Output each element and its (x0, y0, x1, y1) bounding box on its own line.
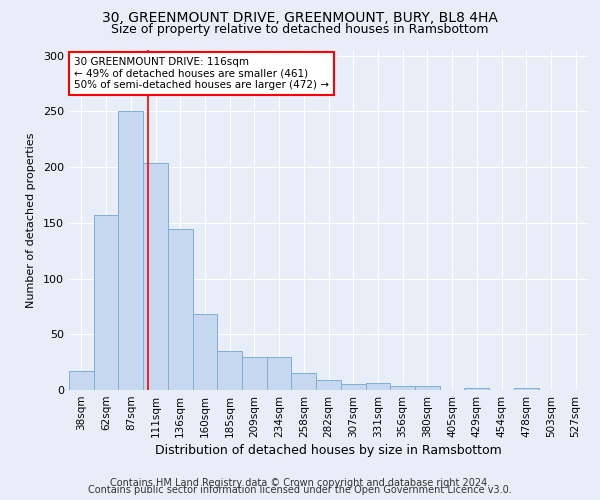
Bar (341, 384, 365, 390)
Bar (143, 162, 168, 390)
Text: Size of property relative to detached houses in Ramsbottom: Size of property relative to detached ho… (111, 22, 489, 36)
Text: Contains HM Land Registry data © Crown copyright and database right 2024.: Contains HM Land Registry data © Crown c… (110, 478, 490, 488)
Bar (242, 356, 267, 390)
Bar (69, 371, 94, 390)
Bar (217, 351, 242, 390)
X-axis label: Distribution of detached houses by size in Ramsbottom: Distribution of detached houses by size … (155, 444, 502, 457)
Bar (514, 388, 539, 390)
Bar (390, 386, 415, 390)
Bar (365, 384, 390, 390)
Text: 30 GREENMOUNT DRIVE: 116sqm
← 49% of detached houses are smaller (461)
50% of se: 30 GREENMOUNT DRIVE: 116sqm ← 49% of det… (74, 57, 329, 90)
Bar (292, 374, 316, 390)
Bar (415, 386, 440, 390)
Y-axis label: Number of detached properties: Number of detached properties (26, 132, 36, 308)
Bar (94, 215, 118, 390)
Bar (267, 356, 292, 390)
Bar (193, 314, 217, 390)
Text: 30, GREENMOUNT DRIVE, GREENMOUNT, BURY, BL8 4HA: 30, GREENMOUNT DRIVE, GREENMOUNT, BURY, … (102, 11, 498, 25)
Text: Contains public sector information licensed under the Open Government Licence v3: Contains public sector information licen… (88, 485, 512, 495)
Bar (316, 380, 341, 390)
Bar (464, 388, 489, 390)
Bar (118, 112, 143, 390)
Bar (168, 230, 193, 390)
